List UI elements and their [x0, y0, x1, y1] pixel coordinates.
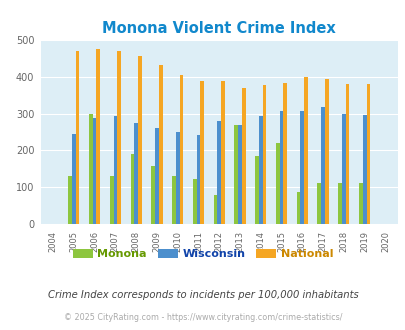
Bar	[96, 49, 100, 224]
Text: Crime Index corresponds to incidents per 100,000 inhabitants: Crime Index corresponds to incidents per…	[47, 290, 358, 300]
Bar	[72, 134, 75, 224]
Bar	[213, 195, 217, 224]
Bar	[234, 125, 238, 224]
Bar	[134, 123, 138, 224]
Bar	[296, 192, 300, 224]
Bar	[241, 88, 245, 224]
Bar	[337, 182, 341, 224]
Bar	[172, 176, 175, 224]
Bar	[258, 116, 262, 224]
Bar	[317, 182, 320, 224]
Bar	[109, 176, 113, 224]
Bar	[92, 118, 96, 224]
Bar	[221, 81, 224, 224]
Bar	[192, 179, 196, 224]
Bar	[262, 85, 266, 224]
Bar	[358, 183, 362, 224]
Bar	[138, 56, 141, 224]
Bar	[324, 79, 328, 224]
Bar	[320, 107, 324, 224]
Bar	[75, 51, 79, 224]
Legend: Monona, Wisconsin, National: Monona, Wisconsin, National	[68, 244, 337, 263]
Bar	[366, 84, 369, 224]
Bar	[345, 84, 349, 224]
Bar	[283, 83, 286, 224]
Bar	[362, 115, 366, 224]
Bar	[200, 81, 204, 224]
Bar	[130, 154, 134, 224]
Bar	[238, 125, 241, 224]
Bar	[341, 114, 345, 224]
Bar	[151, 166, 155, 224]
Bar	[179, 75, 183, 224]
Bar	[217, 120, 221, 224]
Bar	[155, 128, 158, 224]
Bar	[68, 176, 72, 224]
Bar	[303, 77, 307, 224]
Bar	[175, 132, 179, 224]
Bar	[196, 135, 200, 224]
Text: © 2025 CityRating.com - https://www.cityrating.com/crime-statistics/: © 2025 CityRating.com - https://www.city…	[64, 313, 341, 322]
Bar	[117, 51, 121, 224]
Bar	[89, 114, 92, 224]
Bar	[300, 111, 303, 224]
Bar	[255, 156, 258, 224]
Bar	[279, 111, 283, 224]
Bar	[113, 116, 117, 224]
Title: Monona Violent Crime Index: Monona Violent Crime Index	[102, 21, 335, 36]
Bar	[275, 143, 279, 224]
Bar	[158, 65, 162, 224]
